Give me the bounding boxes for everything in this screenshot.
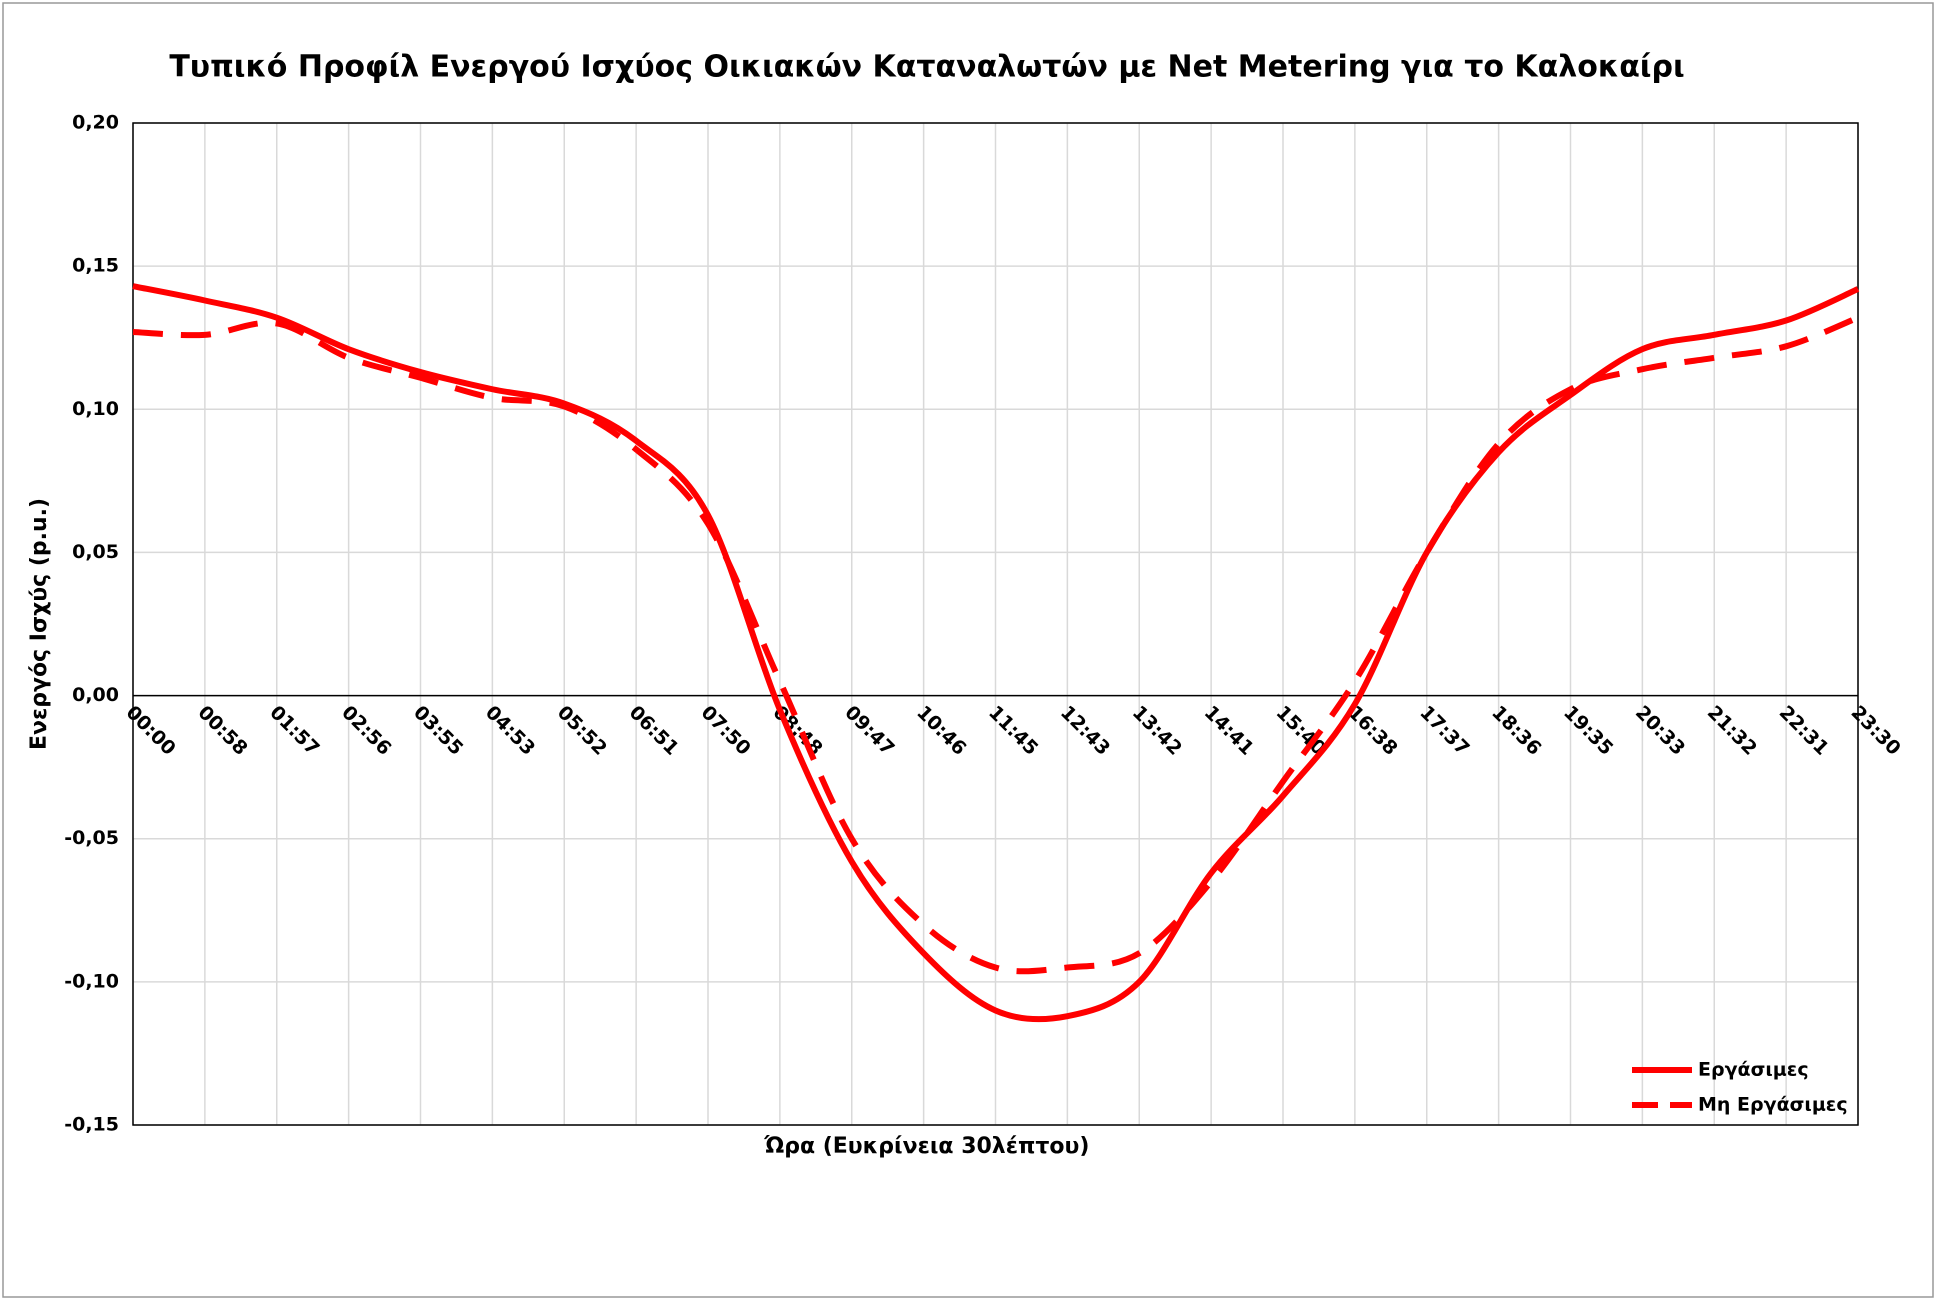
y-tick-label: 0,00 — [72, 684, 119, 706]
y-tick-label: 0,10 — [72, 398, 119, 420]
y-tick-label: 0,05 — [72, 541, 119, 563]
legend-label: Μη Εργάσιμες — [1698, 1094, 1848, 1116]
y-tick-label: -0,05 — [64, 827, 119, 849]
y-tick-label: -0,15 — [64, 1114, 119, 1136]
line-series — [132, 283, 1860, 1023]
y-tick-label: -0,10 — [64, 970, 119, 992]
y-axis-label: Ενεργός Ισχύς (p.u.) — [27, 498, 52, 750]
line-series — [132, 314, 1860, 975]
y-tick-label: 0,20 — [72, 112, 119, 134]
x-axis-label: Ώρα (Ευκρίνεια 30λέπτου) — [764, 1134, 1090, 1159]
legend-label: Εργάσιμες — [1698, 1059, 1809, 1081]
chart-title: Τυπικό Προφίλ Ενεργού Ισχύος Οικιακών Κα… — [169, 50, 1684, 85]
y-tick-label: 0,15 — [72, 255, 119, 277]
plot-frame — [132, 122, 1859, 1126]
